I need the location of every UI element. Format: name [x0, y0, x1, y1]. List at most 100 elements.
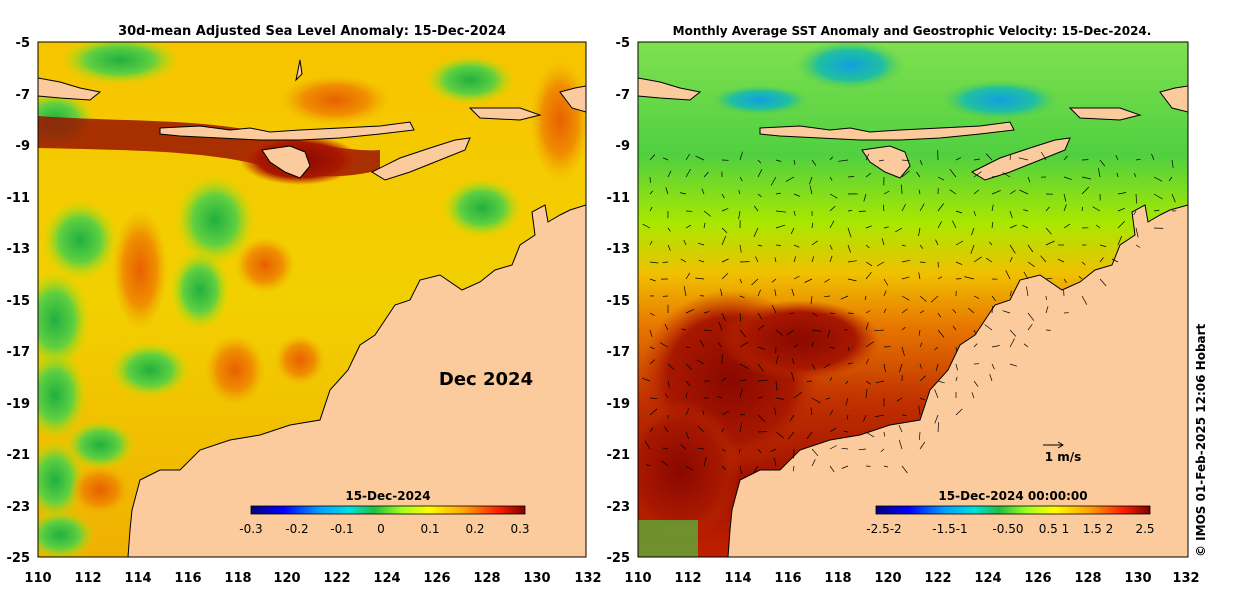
- velocity-arrow: [829, 465, 835, 473]
- velocity-arrows: [641, 150, 1177, 475]
- velocity-arrow: [973, 295, 980, 299]
- velocity-arrow: [775, 244, 781, 246]
- lat-tick: -5: [616, 36, 630, 51]
- velocity-arrow: [1023, 271, 1029, 280]
- velocity-arrow: [971, 227, 975, 236]
- velocity-arrow: [829, 244, 833, 250]
- velocity-arrow: [935, 363, 939, 371]
- velocity-arrow: [919, 203, 925, 212]
- lat-tick: -7: [616, 88, 630, 103]
- velocity-arrow: [685, 363, 693, 370]
- velocity-arrow: [865, 172, 872, 178]
- lat-tick: -25: [607, 551, 631, 566]
- velocity-arrow: [930, 295, 939, 303]
- velocity-arrow: [919, 244, 924, 249]
- lat-tick: -9: [616, 139, 630, 154]
- velocity-arrow: [721, 258, 729, 263]
- velocity-arrow: [811, 312, 818, 317]
- velocity-arrow: [901, 465, 908, 474]
- velocity-arrow: [1099, 257, 1104, 263]
- velocity-arrow: [811, 363, 816, 370]
- velocity-arrow: [1081, 206, 1083, 212]
- sst-colorbar-tick: -1.5-1: [932, 522, 967, 536]
- lon-tick: 130: [523, 571, 550, 586]
- velocity-arrow: [991, 175, 999, 178]
- velocity-arrow: [1022, 224, 1029, 229]
- velocity-arrow: [685, 380, 691, 387]
- velocity-arrow: [721, 193, 725, 199]
- velocity-arrow: [1171, 193, 1176, 203]
- velocity-arrow: [865, 431, 875, 438]
- velocity-arrow: [934, 414, 939, 424]
- velocity-arrow: [1111, 258, 1119, 263]
- velocity-arrow: [696, 359, 705, 365]
- velocity-arrow: [955, 376, 958, 382]
- sla-map: [38, 42, 586, 557]
- velocity-arrow: [739, 151, 743, 161]
- velocity-arrow: [667, 244, 671, 251]
- velocity-arrow: [649, 278, 656, 282]
- lat-tick: -5: [16, 36, 30, 51]
- velocity-arrow: [973, 329, 977, 335]
- velocity-arrow: [916, 171, 921, 178]
- velocity-arrow: [721, 448, 726, 452]
- velocity-arrow: [739, 363, 749, 370]
- velocity-arrow: [786, 329, 795, 335]
- velocity-arrow: [721, 428, 724, 433]
- velocity-arrow: [683, 239, 687, 246]
- velocity-arrow: [738, 210, 741, 220]
- velocity-arrow: [973, 171, 982, 178]
- velocity-arrow: [919, 375, 926, 382]
- velocity-arrow: [937, 312, 941, 318]
- velocity-arrow: [829, 193, 838, 199]
- velocity-arrow: [829, 176, 833, 181]
- velocity-arrow: [901, 203, 907, 212]
- velocity-arrow: [775, 431, 784, 439]
- velocity-arrow: [685, 224, 692, 229]
- sst-colorbar-tick: -0.50: [992, 522, 1023, 536]
- velocity-arrow: [901, 295, 910, 301]
- velocity-arrow: [1063, 155, 1068, 161]
- velocity-arrow: [1009, 363, 1018, 367]
- velocity-arrow: [739, 244, 742, 253]
- velocity-arrow: [757, 448, 762, 454]
- velocity-arrow: [775, 224, 786, 229]
- lat-tick: -23: [607, 500, 631, 515]
- velocity-arrow: [649, 359, 656, 365]
- velocity-arrow: [1117, 207, 1125, 212]
- velocity-arrow: [829, 445, 837, 450]
- velocity-arrow: [702, 410, 705, 416]
- velocity-arrow: [665, 187, 669, 195]
- velocity-arrow: [683, 286, 687, 297]
- velocity-arrow: [825, 397, 831, 400]
- velocity-arrow: [757, 159, 762, 164]
- velocity-arrow: [811, 329, 822, 332]
- velocity-arrow: [829, 410, 834, 416]
- velocity-arrow: [649, 206, 653, 212]
- velocity-arrow: [935, 239, 939, 246]
- velocity-arrow: [667, 170, 672, 178]
- lon-tick: 120: [874, 571, 901, 586]
- velocity-arrow: [716, 395, 723, 399]
- lat-tick: -15: [607, 294, 631, 309]
- velocity-arrow: [858, 210, 867, 212]
- velocity-arrow: [1063, 176, 1072, 180]
- velocity-arrow: [1168, 176, 1173, 182]
- velocity-arrow: [919, 342, 923, 348]
- sst-colorbar-tick: 0.5 1: [1039, 522, 1070, 536]
- velocity-arrow: [699, 340, 705, 348]
- velocity-arrow: [738, 190, 741, 195]
- lat-tick: -11: [7, 191, 31, 206]
- velocity-arrow: [919, 310, 925, 314]
- velocity-arrow: [757, 379, 768, 382]
- velocity-arrow: [841, 465, 849, 469]
- velocity-arrow: [739, 379, 747, 382]
- lesser-sunda-islands: [159, 121, 415, 141]
- velocity-arrow: [1081, 261, 1086, 266]
- velocity-arrow: [679, 192, 687, 195]
- velocity-arrow: [757, 431, 767, 433]
- velocity-arrow: [701, 188, 705, 195]
- velocity-arrow: [662, 157, 669, 161]
- lon-tick: 124: [974, 571, 1001, 586]
